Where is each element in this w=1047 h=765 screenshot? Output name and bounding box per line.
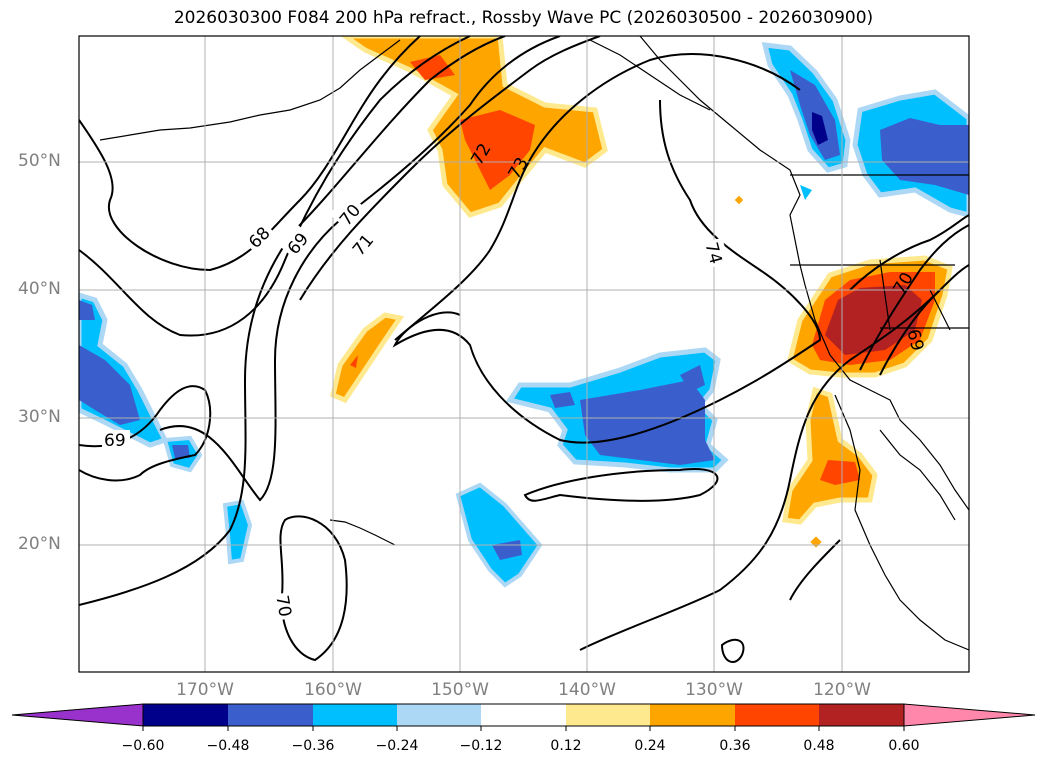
colorbar-bin — [143, 704, 228, 726]
contour-72 — [299, 36, 601, 301]
contour-label: 70 — [271, 594, 294, 619]
contour-69-circle — [79, 385, 212, 482]
contour-california — [849, 214, 969, 291]
colorbar-tick-label: 0.24 — [634, 738, 666, 754]
lon-label-160w: 160°W — [304, 680, 362, 700]
lon-label-170w: 170°W — [176, 680, 234, 700]
map-title: 2026030300 F084 200 hPa refract., Rossby… — [173, 8, 874, 28]
lat-label-50n: 50°N — [18, 151, 61, 171]
lat-label-20n: 20°N — [18, 534, 61, 554]
colorbar-tick-label: −0.36 — [291, 738, 335, 754]
contour-74 — [579, 289, 941, 651]
contour-69-north — [79, 36, 471, 337]
positive-anomaly-gulf-alaska-core — [460, 110, 535, 190]
colorbar-tick-label: 0.12 — [550, 738, 582, 754]
lon-label-140w: 140°W — [558, 680, 616, 700]
colorbar-bin — [650, 704, 735, 726]
colorbar-bin — [313, 704, 397, 726]
positive-anomaly-baja — [782, 386, 878, 525]
colorbar-tick-label: −0.48 — [206, 738, 250, 754]
contour-68 — [79, 36, 421, 272]
contour-74-loop — [392, 99, 822, 444]
lon-label-150w: 150°W — [431, 680, 489, 700]
colorbar-bin — [819, 704, 904, 726]
colorbar — [11, 703, 1036, 731]
negative-anomaly-hawaii-west — [222, 499, 253, 565]
anomaly-shading — [79, 36, 969, 588]
lat-label-30n: 30°N — [18, 407, 61, 427]
coastlines — [99, 36, 969, 651]
refractivity-contours — [79, 36, 969, 664]
colorbar-extend-high — [903, 703, 1036, 727]
negative-anomaly-canada-core — [812, 112, 828, 145]
contour-70-west — [79, 36, 506, 606]
positive-anomaly-streak — [330, 312, 405, 404]
colorbar-bin — [566, 704, 650, 726]
colorbar-tick-label: 0.36 — [719, 738, 751, 754]
colorbar-bin — [735, 704, 819, 726]
colorbar-tick-label: −0.60 — [121, 738, 165, 754]
lon-label-130w: 130°W — [685, 680, 743, 700]
contour-label: 69 — [104, 431, 126, 451]
gridlines — [79, 36, 969, 672]
colorbar-bin — [228, 704, 313, 726]
contour-equatorial — [523, 468, 719, 502]
lat-label-40n: 40°N — [18, 279, 61, 299]
lon-label-120w: 120°W — [813, 680, 871, 700]
negative-anomaly-southeast — [455, 482, 543, 588]
colorbar-bin — [481, 704, 566, 726]
colorbar-extend-low — [11, 703, 144, 727]
contour-71 — [159, 36, 561, 502]
colorbar-tick-label: −0.12 — [459, 738, 503, 754]
colorbar-bin — [397, 704, 481, 726]
colorbar-tick-label: 0.48 — [803, 738, 835, 754]
contour-73 — [394, 53, 801, 341]
colorbar-tick-label: −0.24 — [375, 738, 419, 754]
map-frame — [78, 35, 970, 673]
colorbar-tick-label: 0.60 — [888, 738, 920, 754]
contour-70-south — [279, 515, 348, 662]
